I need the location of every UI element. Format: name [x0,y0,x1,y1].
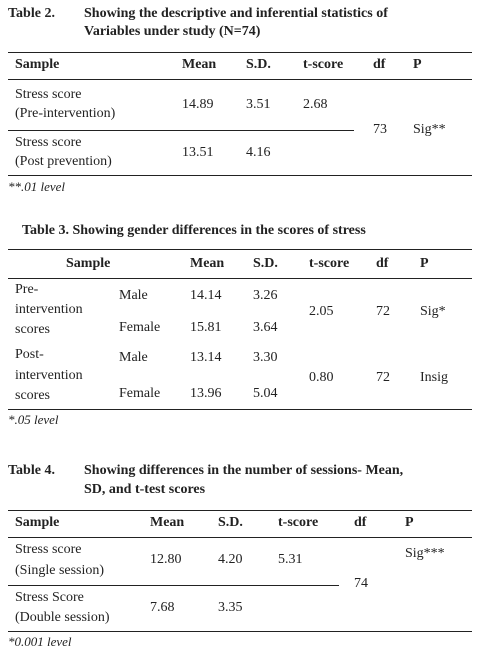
table-3-bottom-rule [8,409,472,410]
row-sublabel: (Post prevention) [15,154,112,169]
table-4-header-mean: Mean [150,515,185,530]
t-score-cell: 5.31 [278,552,303,567]
table-4-note: *0.001 level [8,634,72,649]
row-sublabel: (Single session) [15,563,105,578]
p-cell: Sig*** [405,546,445,561]
mean-cell: 12.80 [150,552,182,567]
p-cell: Sig* [420,304,446,319]
table-2-label: Table 2. [8,6,55,21]
df-cell: 74 [354,576,368,591]
table-3-caption: Table 3. Showing gender differences in t… [22,223,366,238]
table-3-header-mean: Mean [190,256,225,271]
table-3-header-sample: Sample [66,256,111,271]
sd-cell: 5.04 [253,386,278,401]
t-score-cell: 2.68 [303,97,328,112]
mean-cell: 14.89 [182,97,214,112]
group-label-line: scores [15,388,50,403]
p-cell: Insig [420,370,448,385]
table-4-header-df: df [354,515,367,530]
row-label: Stress score [15,135,82,150]
row-sublabel: (Pre-intervention) [15,106,116,121]
group-label-line: intervention [15,302,83,317]
sd-cell: 3.30 [253,350,278,365]
mean-cell: 13.96 [190,386,222,401]
table-3-header-t: t-score [309,256,350,271]
df-cell: 73 [373,122,387,137]
table-4-header-t: t-score [278,515,319,530]
table-4-top-rule [8,510,472,511]
table-3-header-df: df [376,256,389,271]
table-2-header-t: t-score [303,57,344,72]
table-2-header-rule [8,79,472,80]
mean-cell: 7.68 [150,600,175,615]
table-2-top-rule [8,52,472,53]
table-2-row-rule [8,130,354,131]
gender-label: Female [119,320,161,335]
table-4-header-p: P [405,515,414,530]
p-cell: Sig** [413,122,446,137]
gender-label: Female [119,386,161,401]
table-2-header-mean: Mean [182,57,217,72]
group-label-line: Post- [15,347,44,362]
table-4-header-sd: S.D. [218,515,243,530]
sd-cell: 4.16 [246,145,271,160]
mean-cell: 13.51 [182,145,214,160]
row-label: Stress score [15,542,82,557]
row-sublabel: (Double session) [15,610,110,625]
t-score-cell: 2.05 [309,304,334,319]
table-4-caption-line1: Showing differences in the number of ses… [84,463,404,478]
group-label-line: Pre- [15,282,39,297]
table-4-header-sample: Sample [15,515,60,530]
mean-cell: 15.81 [190,320,222,335]
group-label-line: intervention [15,368,83,383]
table-2-caption-line1: Showing the descriptive and inferential … [84,6,388,21]
table-4-header-rule [8,537,472,538]
mean-cell: 14.14 [190,288,222,303]
table-3-header-sd: S.D. [253,256,278,271]
row-label: Stress Score [15,590,84,605]
table-3-header-p: P [420,256,429,271]
table-3-note: *.05 level [8,412,59,427]
gender-label: Male [119,288,148,303]
table-4-row-rule [8,585,339,586]
table-2-header-sample: Sample [15,57,60,72]
table-2-header-p: P [413,57,422,72]
table-2-caption-line2: Variables under study (N=74) [84,24,261,39]
table-2-header-sd: S.D. [246,57,271,72]
group-label-line: scores [15,322,50,337]
table-4-bottom-rule [8,631,472,632]
sd-cell: 3.26 [253,288,278,303]
table-4-label: Table 4. [8,463,55,478]
sd-cell: 3.35 [218,600,243,615]
t-score-cell: 0.80 [309,370,334,385]
table-2-header-df: df [373,57,386,72]
mean-cell: 13.14 [190,350,222,365]
table-4-caption-line2: SD, and t-test scores [84,482,206,497]
table-2-bottom-rule [8,175,472,176]
table-3-header-rule [8,278,472,279]
table-3-top-rule [8,249,472,250]
sd-cell: 3.51 [246,97,271,112]
sd-cell: 3.64 [253,320,278,335]
row-label: Stress score [15,87,82,102]
gender-label: Male [119,350,148,365]
table-2-note: **.01 level [8,179,66,194]
sd-cell: 4.20 [218,552,243,567]
df-cell: 72 [376,304,390,319]
df-cell: 72 [376,370,390,385]
